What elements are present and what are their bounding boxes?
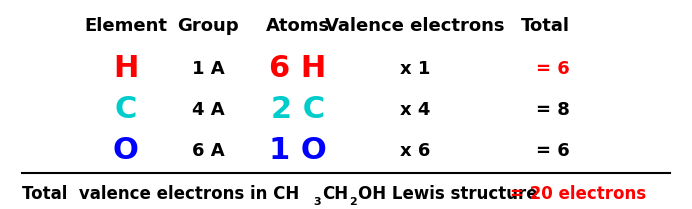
Text: Group: Group xyxy=(177,17,239,35)
Text: x 6: x 6 xyxy=(400,142,430,160)
Text: 4 A: 4 A xyxy=(192,101,224,119)
Text: = 8: = 8 xyxy=(536,101,570,119)
Text: 2: 2 xyxy=(349,197,356,207)
Text: = 6: = 6 xyxy=(536,60,570,78)
Text: 2 C: 2 C xyxy=(271,95,325,124)
Text: 1 A: 1 A xyxy=(192,60,224,78)
Text: 1 O: 1 O xyxy=(269,136,327,165)
Text: = 20 electrons: = 20 electrons xyxy=(510,185,646,203)
Text: H: H xyxy=(113,54,138,83)
Text: 3: 3 xyxy=(313,197,320,207)
Text: Valence electrons: Valence electrons xyxy=(325,17,504,35)
Text: C: C xyxy=(114,95,136,124)
Text: Atoms: Atoms xyxy=(266,17,330,35)
Text: = 6: = 6 xyxy=(536,142,570,160)
Text: Total  valence electrons in CH: Total valence electrons in CH xyxy=(22,185,300,203)
Text: x 4: x 4 xyxy=(400,101,430,119)
Text: Element: Element xyxy=(84,17,167,35)
Text: 6 H: 6 H xyxy=(269,54,327,83)
Text: OH Lewis structure: OH Lewis structure xyxy=(358,185,544,203)
Text: 6 A: 6 A xyxy=(192,142,224,160)
Text: CH: CH xyxy=(322,185,349,203)
Text: O: O xyxy=(113,136,138,165)
Text: x 1: x 1 xyxy=(400,60,430,78)
Text: Total: Total xyxy=(521,17,570,35)
